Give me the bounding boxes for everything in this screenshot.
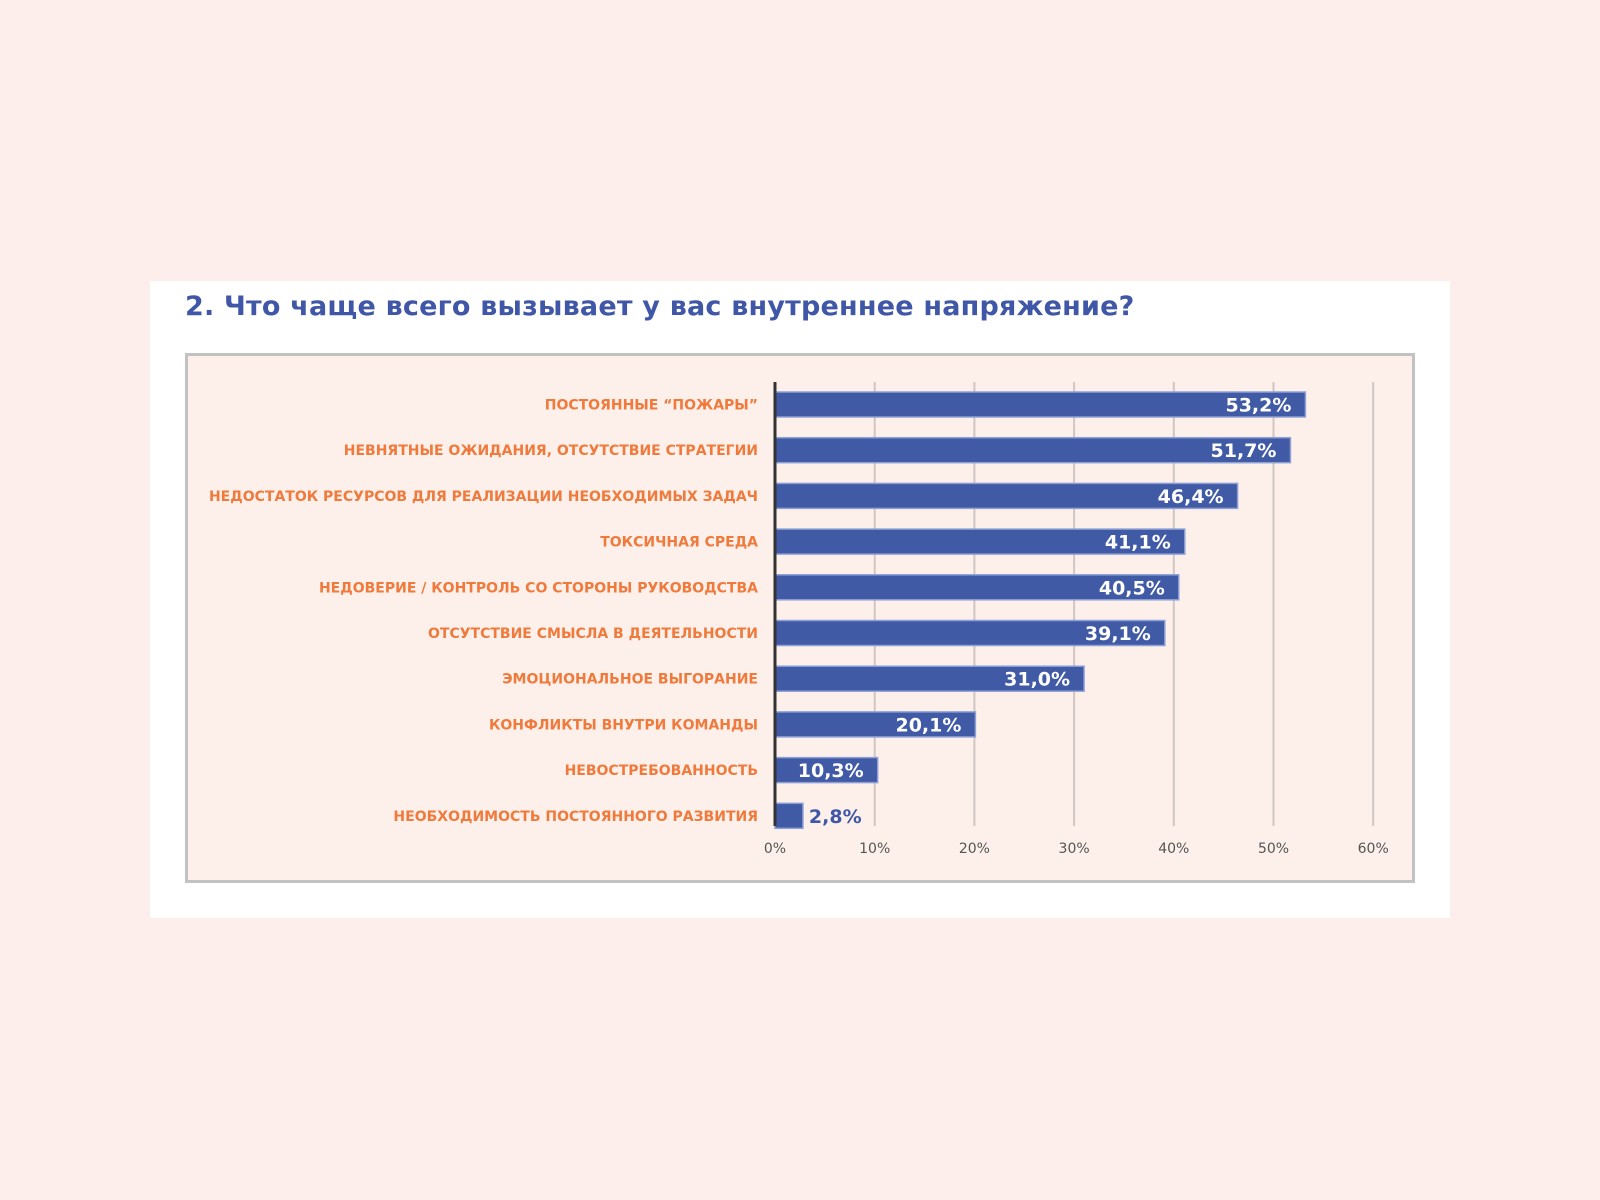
category-label: ПОСТОЯННЫЕ “ПОЖАРЫ” (545, 398, 758, 414)
bar (774, 619, 1166, 647)
x-tick-label: 50% (1258, 841, 1289, 857)
category-label: ОТСУТСТВИЕ СМЫСЛА В ДЕЯТЕЛЬНОСТИ (428, 626, 758, 642)
category-label: ТОКСИЧНАЯ СРЕДА (600, 535, 758, 551)
chart-card: 2. Что чаще всего вызывает у вас внутрен… (150, 281, 1450, 918)
bar (774, 482, 1239, 510)
data-label: 51,7% (1211, 440, 1277, 462)
bar-chart: 0% 10% 20% 30% 40% 50% 60% ПОСТОЯННЫЕ “ПОЖАРЫ” 5… (209, 382, 1389, 857)
bar (774, 391, 1307, 418)
data-label: 10,3% (798, 760, 864, 782)
category-label: НЕВНЯТНЫЕ ОЖИДАНИЯ, ОТСУТСТВИЕ СТРАТЕГИИ (344, 443, 758, 459)
x-tick-label: 0% (764, 841, 786, 857)
x-tick-label: 40% (1158, 841, 1189, 857)
data-label: 39,1% (1085, 623, 1151, 645)
category-label: НЕВОСТРЕБОВАННОСТЬ (565, 763, 758, 779)
bar (774, 756, 879, 784)
x-tick-label: 30% (1059, 841, 1090, 857)
x-tick-label: 10% (859, 841, 890, 857)
data-label: 53,2% (1225, 395, 1291, 417)
data-label: 31,0% (1004, 669, 1070, 691)
bar (774, 528, 1186, 555)
bar (774, 711, 977, 738)
category-label: НЕДОВЕРИЕ / КОНТРОЛЬ СО СТОРОНЫ РУКОВОДС… (319, 580, 758, 596)
category-label: НЕДОСТАТОК РЕСУРСОВ ДЛЯ РЕАЛИЗАЦИИ НЕОБХ… (209, 489, 758, 505)
data-label: 41,1% (1105, 532, 1171, 554)
bar (774, 665, 1085, 692)
x-tick-label: 60% (1358, 841, 1389, 857)
category-label: НЕОБХОДИМОСТЬ ПОСТОЯННОГО РАЗВИТИЯ (393, 809, 758, 825)
bar (774, 574, 1180, 601)
data-label: 20,1% (895, 714, 961, 736)
data-label: 40,5% (1099, 577, 1165, 599)
category-label: КОНФЛИКТЫ ВНУТРИ КОМАНДЫ (489, 717, 758, 733)
bar (774, 802, 804, 830)
data-label: 46,4% (1158, 486, 1224, 508)
category-label: ЭМОЦИОНАЛЬНОЕ ВЫГОРАНИЕ (502, 672, 758, 688)
data-label: 2,8% (809, 806, 862, 828)
chart-title: 2. Что чаще всего вызывает у вас внутрен… (185, 291, 1135, 322)
chart-frame: 0% 10% 20% 30% 40% 50% 60% ПОСТОЯННЫЕ “ПОЖАРЫ” 5… (185, 353, 1415, 883)
x-tick-label: 20% (959, 841, 990, 857)
